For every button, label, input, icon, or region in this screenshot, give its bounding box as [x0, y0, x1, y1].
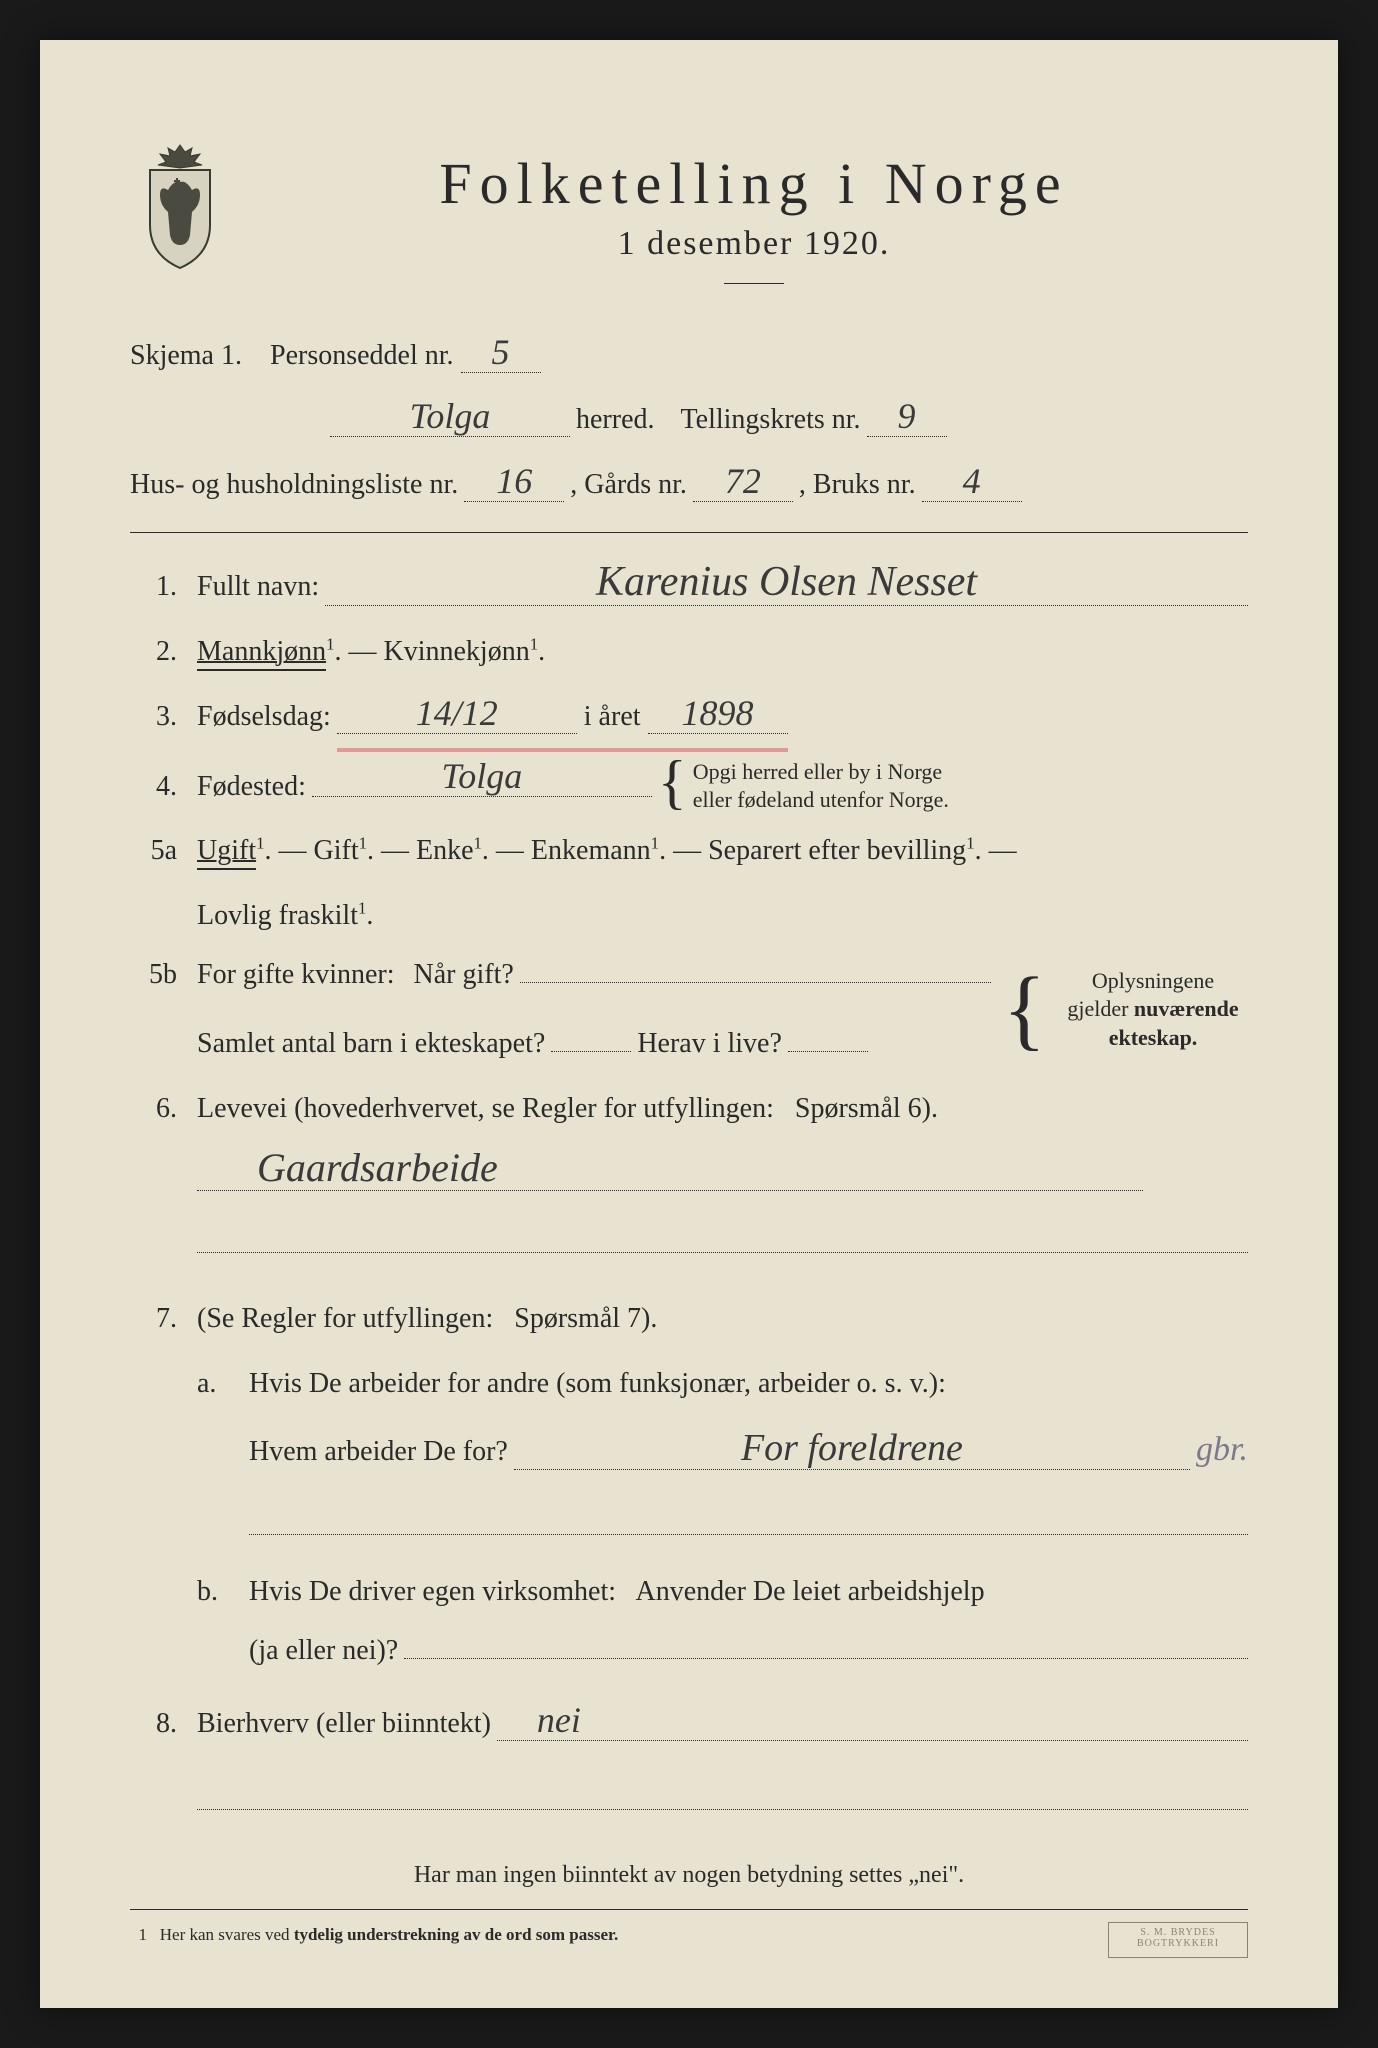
- birthplace-value: Tolga: [312, 758, 652, 797]
- hired-help-field: [404, 1656, 1248, 1659]
- herred-value: Tolga: [330, 398, 570, 437]
- q5a-line2: Lovlig fraskilt1.: [197, 887, 1248, 946]
- q2-row: 2. Mannkjønn1. — Kvinnekjønn1.: [130, 623, 1248, 682]
- brace-icon: {: [658, 758, 687, 806]
- personseddel-nr: 5: [461, 334, 541, 373]
- brace-icon: {: [1003, 974, 1046, 1046]
- mannkjonn-selected: Mannkjønn: [197, 636, 326, 667]
- husliste-nr: 16: [464, 463, 564, 502]
- birth-day-month: 14/12: [337, 695, 577, 734]
- q8-row: 8. Bierhverv (eller biinntekt) nei: [130, 1695, 1248, 1754]
- subtitle: 1 desember 1920.: [260, 225, 1248, 263]
- meta-line-herred: Tolga herred. Tellingskrets nr. 9: [130, 388, 1248, 452]
- q7b: b. Hvis De driver egen virksomhet: Anven…: [197, 1563, 1248, 1681]
- employer-value: For foreldrene: [514, 1429, 1190, 1470]
- printer-stamp: S. M. BRYDESBOGTRYKKERI: [1108, 1922, 1248, 1958]
- herav-field: [788, 1049, 868, 1052]
- q6-value-line: Gaardsarbeide: [197, 1144, 1248, 1203]
- ugift-selected: Ugift: [197, 835, 256, 866]
- section-divider: [130, 532, 1248, 533]
- full-name-value: Karenius Olsen Nesset: [325, 561, 1248, 606]
- q1-row: 1. Fullt navn: Karenius Olsen Nesset: [130, 558, 1248, 617]
- birth-year: 1898: [648, 695, 788, 734]
- q7-row: 7. (Se Regler for utfyllingen: Spørsmål …: [130, 1290, 1248, 1349]
- nar-gift-field: [520, 980, 991, 983]
- gards-nr: 72: [693, 463, 793, 502]
- antal-barn-field: [551, 1049, 631, 1052]
- q7a: a. Hvis De arbeider for andre (som funks…: [197, 1355, 1248, 1557]
- q6-blank-line: [197, 1213, 1248, 1253]
- meta-line-hus: Hus- og husholdningsliste nr. 16 , Gårds…: [130, 453, 1248, 517]
- q8-blank-line: [197, 1770, 1248, 1810]
- title-block: Folketelling i Norge 1 desember 1920.: [260, 140, 1248, 314]
- footer-note: Har man ingen biinntekt av nogen betydni…: [130, 1862, 1248, 1889]
- meta-line-skjema: Skjema 1. Personseddel nr. 5: [130, 324, 1248, 388]
- header: Folketelling i Norge 1 desember 1920.: [130, 140, 1248, 314]
- meta-block: Skjema 1. Personseddel nr. 5 Tolga herre…: [130, 324, 1248, 517]
- pencil-annotation: gbr.: [1196, 1414, 1248, 1485]
- bierhverv-value: nei: [497, 1702, 1248, 1741]
- footnote-divider: [130, 1909, 1248, 1910]
- birthdate-redline: 14/12 i året 1898: [337, 688, 788, 752]
- q4-row: 4. Fødested: Tolga { Opgi herred eller b…: [130, 758, 1248, 817]
- main-title: Folketelling i Norge: [260, 150, 1248, 217]
- q5a-row: 5a Ugift1. — Gift1. — Enke1. — Enkemann1…: [130, 822, 1248, 881]
- bruks-nr: 4: [922, 463, 1022, 502]
- q6-row: 6. Levevei (hovederhvervet, se Regler fo…: [130, 1080, 1248, 1139]
- footnote: 1 Her kan svares ved tydelig understrekn…: [130, 1925, 1248, 1945]
- occupation-value: Gaardsarbeide: [197, 1148, 1143, 1191]
- q5b-sidenote: Oplysningene gjelder nuværende ekteskap.: [1058, 967, 1248, 1053]
- tellingskrets-nr: 9: [867, 398, 947, 437]
- q4-sidenote: Opgi herred eller by i Norge eller fødel…: [693, 758, 949, 815]
- census-form-page: Folketelling i Norge 1 desember 1920. Sk…: [40, 40, 1338, 2008]
- q5b-row: 5b For gifte kvinner: Når gift? Samlet a…: [130, 946, 1248, 1074]
- q3-row: 3. Fødselsdag: 14/12 i året 1898: [130, 688, 1248, 752]
- q7a-blank-line: [249, 1495, 1248, 1535]
- title-divider: [724, 283, 784, 284]
- coat-of-arms-icon: [130, 140, 230, 270]
